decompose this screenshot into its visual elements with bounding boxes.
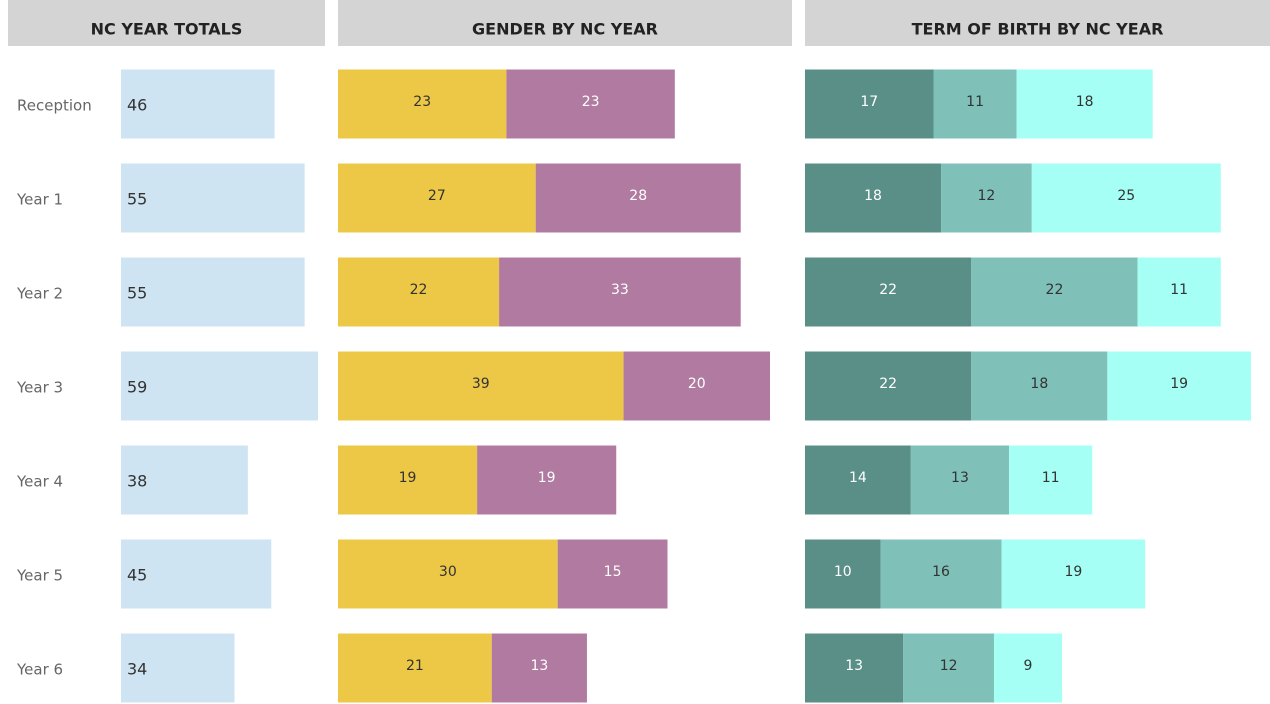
category-label: Year 1 [16, 191, 63, 209]
value-label: 30 [439, 564, 457, 580]
value-label: 22 [879, 376, 897, 392]
value-label: 13 [951, 470, 969, 486]
bar-segment [1031, 163, 1221, 233]
bar-segment [1009, 445, 1093, 515]
bar-segment [903, 633, 994, 703]
value-label: 22 [1046, 282, 1064, 298]
bar-segment [805, 633, 904, 703]
bar-segment [121, 539, 272, 609]
bar-segment [805, 69, 934, 139]
bar-segment [121, 351, 318, 421]
value-label: 19 [1170, 376, 1188, 392]
value-label: 21 [406, 658, 424, 674]
header-background [805, 0, 1270, 46]
value-label: 25 [1117, 188, 1135, 204]
bar-segment [338, 539, 558, 609]
bar-segment [499, 257, 741, 327]
bar-segment [971, 351, 1108, 421]
value-label: 23 [413, 94, 431, 110]
value-label: 19 [399, 470, 417, 486]
bar-segment [338, 445, 478, 515]
value-label: 55 [127, 284, 147, 303]
bar-segment [805, 257, 972, 327]
chart-title: GENDER BY NC YEAR [472, 20, 658, 39]
bar-segment [910, 445, 1010, 515]
value-label: 45 [127, 566, 147, 585]
value-label: 12 [978, 188, 996, 204]
value-label: 16 [932, 564, 950, 580]
value-label: 46 [127, 96, 147, 115]
header-background [8, 0, 325, 46]
bar-segment [121, 257, 305, 327]
bar-segment [338, 69, 507, 139]
category-label: Reception [17, 97, 92, 115]
value-label: 12 [940, 658, 958, 674]
bar-segment [805, 445, 911, 515]
bar-segment [338, 351, 624, 421]
value-label: 17 [860, 94, 878, 110]
value-label: 38 [127, 472, 147, 491]
value-label: 27 [428, 188, 446, 204]
bar-segment [535, 163, 741, 233]
bar-segment [805, 351, 972, 421]
category-label: Year 6 [16, 661, 63, 679]
header-background [338, 0, 792, 46]
bar-segment [1137, 257, 1221, 327]
value-label: 10 [834, 564, 852, 580]
bar-segment [477, 445, 617, 515]
bar-segment [491, 633, 587, 703]
chart-title: TERM OF BIRTH BY NC YEAR [912, 20, 1164, 39]
value-label: 22 [879, 282, 897, 298]
category-label: Year 4 [16, 473, 63, 491]
value-label: 39 [472, 376, 490, 392]
bar-segment [557, 539, 668, 609]
value-label: 11 [966, 94, 984, 110]
bar-segment [121, 633, 235, 703]
value-label: 9 [1024, 658, 1033, 674]
bar-segment [805, 163, 942, 233]
category-label: Year 3 [16, 379, 63, 397]
value-label: 13 [530, 658, 548, 674]
category-label: Year 2 [16, 285, 63, 303]
value-label: 13 [845, 658, 863, 674]
bar-segment [993, 633, 1063, 703]
value-label: 11 [1170, 282, 1188, 298]
bar-segment [1016, 69, 1153, 139]
value-label: 28 [629, 188, 647, 204]
bar-segment [1107, 351, 1251, 421]
value-label: 55 [127, 190, 147, 209]
value-label: 14 [849, 470, 867, 486]
value-label: 23 [582, 94, 600, 110]
value-label: 15 [604, 564, 622, 580]
value-label: 19 [538, 470, 556, 486]
bar-segment [338, 257, 500, 327]
bar-segment [941, 163, 1032, 233]
value-label: 18 [864, 188, 882, 204]
value-label: 18 [1030, 376, 1048, 392]
bar-segment [121, 445, 248, 515]
bar-segment [1001, 539, 1146, 609]
bar-segment [338, 163, 536, 233]
value-label: 19 [1064, 564, 1082, 580]
bar-segment [506, 69, 675, 139]
bar-segment [805, 539, 881, 609]
value-label: 11 [1042, 470, 1060, 486]
value-label: 22 [410, 282, 428, 298]
bar-segment [933, 69, 1017, 139]
value-label: 33 [611, 282, 629, 298]
bar-segment [338, 633, 492, 703]
value-label: 59 [127, 378, 147, 397]
bar-segment [971, 257, 1138, 327]
value-label: 18 [1076, 94, 1094, 110]
bar-segment [121, 163, 305, 233]
category-label: Year 5 [16, 567, 63, 585]
bar-segment [880, 539, 1002, 609]
value-label: 34 [127, 660, 147, 679]
chart-title: NC YEAR TOTALS [91, 20, 243, 39]
bar-segment [623, 351, 770, 421]
value-label: 20 [688, 376, 706, 392]
bar-segment [121, 69, 275, 139]
